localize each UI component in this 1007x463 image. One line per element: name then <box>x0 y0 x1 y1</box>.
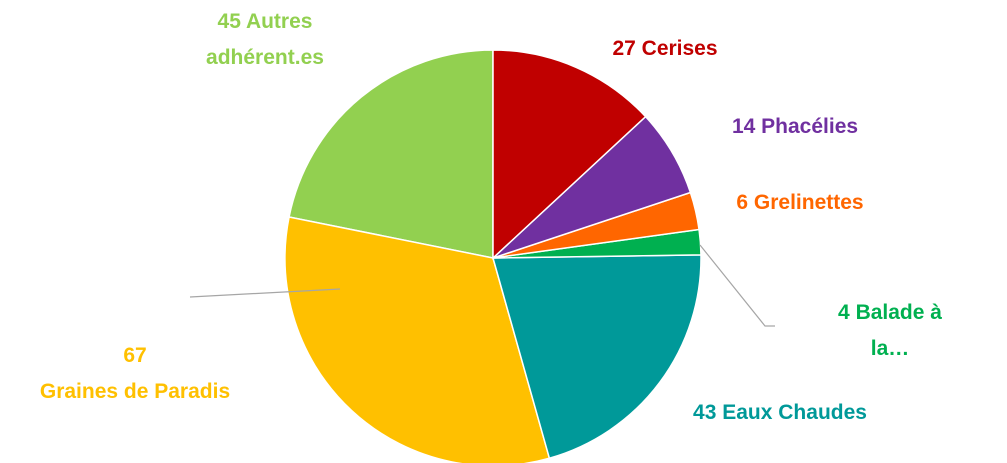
slice-name: Grelinettes <box>753 191 864 214</box>
slice-label: 14 Phacélies <box>732 109 858 145</box>
slice-name: Eaux Chaudes <box>722 401 867 424</box>
slice-name: Phacélies <box>761 115 859 138</box>
slice-value: 27 <box>612 37 636 60</box>
pie-slice <box>492 254 702 460</box>
slice-value: 4 <box>838 301 850 324</box>
slice-value: 43 <box>693 401 717 424</box>
slice-value: 67 <box>123 344 147 367</box>
leader-line <box>189 288 341 298</box>
slice-label: 27 Cerises <box>612 31 717 67</box>
slice-value: 6 <box>736 191 749 214</box>
slice-label: 4 Balade à la… <box>832 295 949 367</box>
slice-value: 45 <box>217 10 241 33</box>
slice-label: 67 Graines de Paradis <box>40 338 230 410</box>
pie-slice <box>492 49 647 260</box>
slice-name: Cerises <box>641 37 718 60</box>
slice-name: Balade à la… <box>855 301 942 360</box>
slice-name: Autres adhérent.es <box>206 10 324 69</box>
leader-line <box>699 244 775 327</box>
slice-label: 45 Autres adhérent.es <box>180 4 350 76</box>
slice-label: 6 Grelinettes <box>736 185 863 221</box>
slice-label: 43 Eaux Chaudes <box>693 395 867 431</box>
slice-name: Graines de Paradis <box>39 380 231 403</box>
pie-slice <box>288 49 494 259</box>
pie-slice <box>284 216 551 463</box>
slice-value: 14 <box>731 115 756 138</box>
